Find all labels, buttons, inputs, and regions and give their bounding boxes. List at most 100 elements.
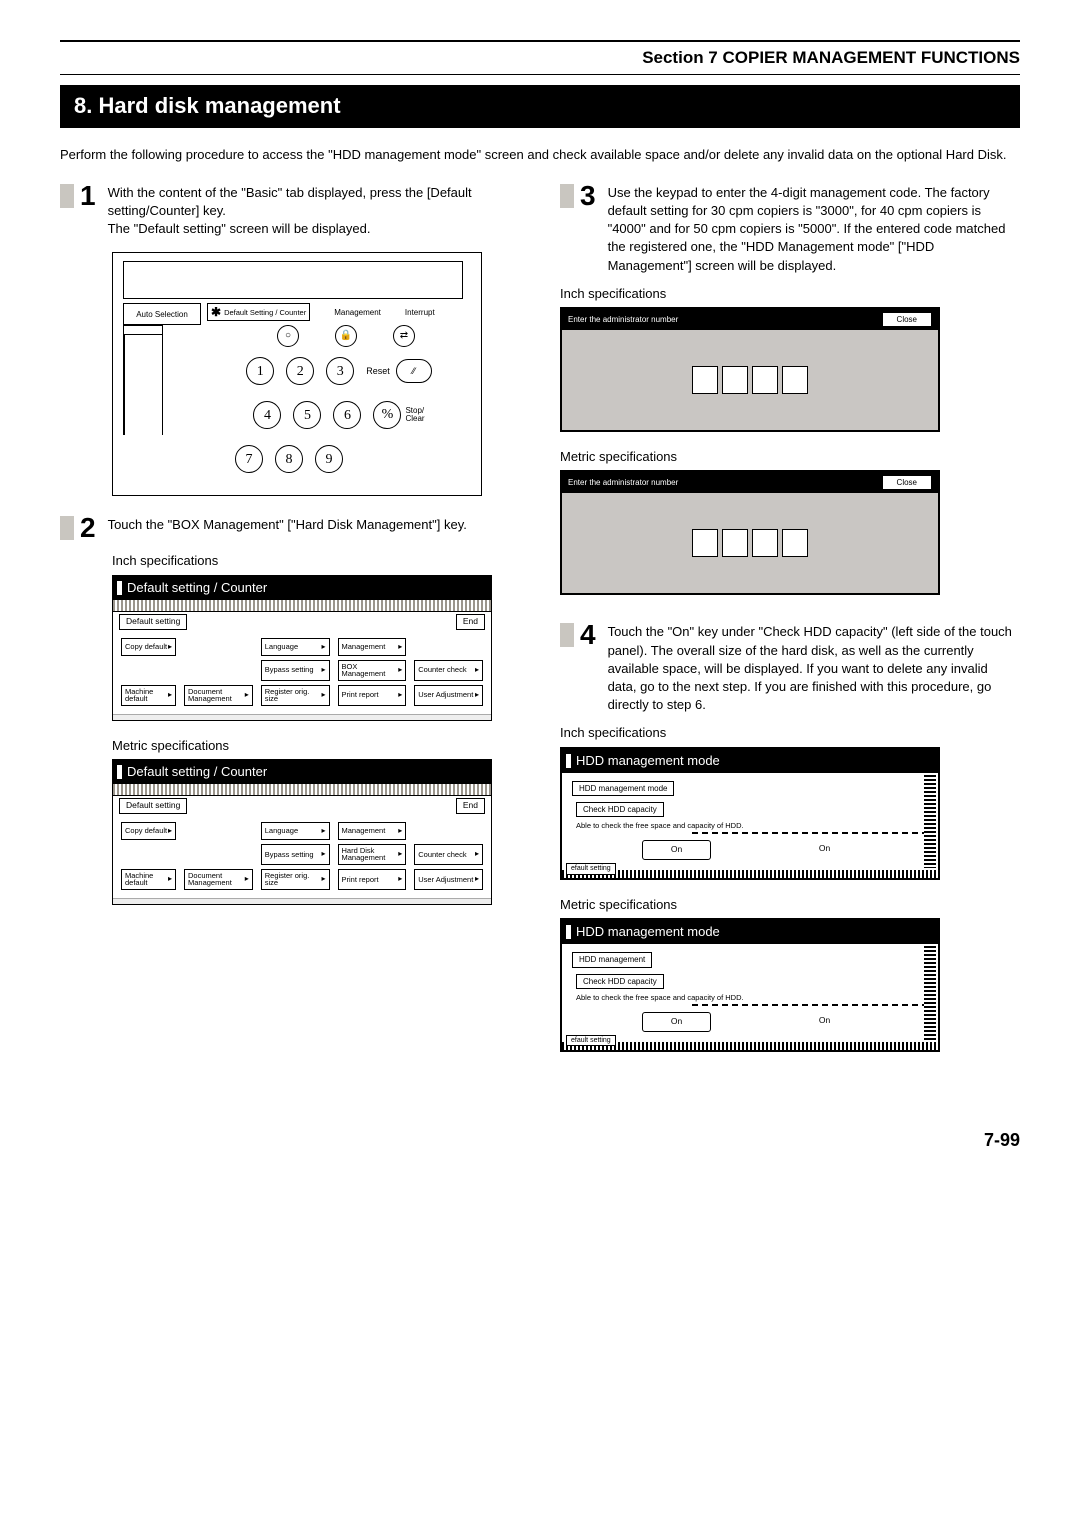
admin-prompt: Enter the administrator number <box>568 477 678 488</box>
language-button: Language▸ <box>261 638 330 656</box>
key-7: 7 <box>235 445 263 473</box>
counter-check-button: Counter check▸ <box>414 844 483 865</box>
bypass-button: Bypass setting▸ <box>261 844 330 865</box>
inch-label-2: Inch specifications <box>560 285 1020 303</box>
screen-title: Default setting / Counter <box>113 576 491 600</box>
admin-input-row <box>562 330 938 430</box>
user-adjustment-button: User Adjustment▸ <box>414 685 483 706</box>
bypass-button: Bypass setting▸ <box>261 660 330 681</box>
close-button: Close <box>882 475 932 490</box>
reset-wrap: Reset ⁄⁄ <box>366 359 432 383</box>
digit-box <box>722 529 748 557</box>
reset-label: Reset <box>366 365 390 378</box>
on-button-left: On <box>642 1012 711 1032</box>
side-scroll-icon <box>924 775 936 868</box>
harddisk-management-button: Hard Disk Management▸ <box>338 844 407 865</box>
step-2-text: Touch the "BOX Management" ["Hard Disk M… <box>108 514 520 534</box>
management-label: Management <box>334 307 381 318</box>
close-button: Close <box>882 312 932 327</box>
hdd-on-row: On On <box>572 834 928 866</box>
copy-default-button: Copy default▸ <box>121 638 176 656</box>
keypad-row-2: 4 5 6 % Stop/ Clear <box>207 401 471 429</box>
control-panel-figure: Auto Selection ✱ Default Setting / Count… <box>112 252 482 496</box>
default-setting-screen-metric: Default setting / Counter Default settin… <box>112 759 492 905</box>
default-setting-foot-tab: efault setting <box>566 1035 616 1047</box>
management-button: Management▸ <box>338 822 407 840</box>
step-3: 3 Use the keypad to enter the 4-digit ma… <box>560 182 1020 275</box>
panel-left-col: Auto Selection <box>123 303 201 435</box>
step-marker-icon <box>560 184 574 208</box>
admin-number-screen-inch: Enter the administrator number Close <box>560 307 940 432</box>
step-4-text: Touch the "On" key under "Check HDD capa… <box>608 621 1020 714</box>
machine-default-button: Machine default▸ <box>121 685 176 706</box>
document-management-button: Document Management▸ <box>184 869 253 890</box>
page-title: 8. Hard disk management <box>60 85 1020 128</box>
digit-box <box>722 366 748 394</box>
print-report-button: Print report▸ <box>338 685 407 706</box>
inch-label-1: Inch specifications <box>112 552 520 570</box>
panel-tabs: ✱ Default Setting / Counter Management I… <box>207 303 471 321</box>
on-button-left: On <box>642 840 711 860</box>
metric-label-2: Metric specifications <box>560 448 1020 466</box>
hdd-desc: Able to check the free space and capacit… <box>576 993 928 1002</box>
hdd-on-row: On On <box>572 1006 928 1038</box>
step-3-digit: 3 <box>580 182 596 210</box>
machine-default-button: Machine default▸ <box>121 869 176 890</box>
step-marker-icon <box>560 623 574 647</box>
step-2-digit: 2 <box>80 514 96 542</box>
hdd-title: HDD management mode <box>562 920 938 944</box>
paper-slot-icon <box>123 325 163 335</box>
hdd-body: HDD management Check HDD capacity Able t… <box>562 944 938 1041</box>
panel-label-row: Auto Selection ✱ Default Setting / Count… <box>123 303 471 479</box>
two-column-layout: 1 With the content of the "Basic" tab di… <box>60 182 1020 1068</box>
intro-text: Perform the following procedure to acces… <box>60 146 1020 164</box>
hdd-management-screen-metric: HDD management mode HDD management Check… <box>560 918 940 1051</box>
hdd-mode-tab: HDD management <box>572 952 652 967</box>
digit-box <box>692 366 718 394</box>
interrupt-label: Interrupt <box>405 307 435 318</box>
key-4: 4 <box>253 401 281 429</box>
step-1-line1: With the content of the "Basic" tab disp… <box>108 185 472 218</box>
panel-right-area: ✱ Default Setting / Counter Management I… <box>207 303 471 479</box>
on-label-right: On <box>791 1012 858 1032</box>
step-3-text: Use the keypad to enter the 4-digit mana… <box>608 182 1020 275</box>
step-1-line2: The "Default setting" screen will be dis… <box>108 221 371 236</box>
default-setting-foot-tab: efault setting <box>566 863 616 875</box>
percent-key: % <box>373 401 401 429</box>
print-report-button: Print report▸ <box>338 869 407 890</box>
circle-icon: ○ <box>277 325 299 347</box>
step-2: 2 Touch the "BOX Management" ["Hard Disk… <box>60 514 520 542</box>
panel-screen-blank <box>123 261 463 299</box>
default-setting-screen-inch: Default setting / Counter Default settin… <box>112 575 492 721</box>
box-management-button: BOX Management▸ <box>338 660 407 681</box>
key-1: 1 <box>246 357 274 385</box>
admin-top-bar: Enter the administrator number Close <box>562 309 938 330</box>
step-4: 4 Touch the "On" key under "Check HDD ca… <box>560 621 1020 714</box>
metric-label-1: Metric specifications <box>112 737 520 755</box>
lock-icon: 🔒 <box>335 325 357 347</box>
left-column: 1 With the content of the "Basic" tab di… <box>60 182 520 1068</box>
inch-label-3: Inch specifications <box>560 724 1020 742</box>
auto-selection-key: Auto Selection <box>123 303 201 325</box>
hdd-management-screen-inch: HDD management mode HDD management mode … <box>560 747 940 880</box>
right-column: 3 Use the keypad to enter the 4-digit ma… <box>560 182 1020 1068</box>
digit-box <box>752 366 778 394</box>
on-label-right: On <box>791 840 858 860</box>
step-2-number: 2 <box>60 514 96 542</box>
step-4-digit: 4 <box>580 621 596 649</box>
page-number: 7-99 <box>60 1128 1020 1153</box>
key-8: 8 <box>275 445 303 473</box>
ribbed-bar-icon <box>113 600 491 612</box>
hdd-desc: Able to check the free space and capacit… <box>576 821 928 830</box>
screen-tab-row: Default setting End <box>113 796 491 816</box>
register-orig-size-button: Register orig. size▸ <box>261 685 330 706</box>
key-6: 6 <box>333 401 361 429</box>
digit-box <box>692 529 718 557</box>
hdd-footer: efault setting <box>562 870 938 878</box>
screen-footer <box>113 714 491 720</box>
check-hdd-button: Check HDD capacity <box>576 974 664 989</box>
ribbed-bar-icon <box>113 784 491 796</box>
step-1-number: 1 <box>60 182 96 210</box>
screen-footer <box>113 898 491 904</box>
reset-button-icon: ⁄⁄ <box>396 359 432 383</box>
